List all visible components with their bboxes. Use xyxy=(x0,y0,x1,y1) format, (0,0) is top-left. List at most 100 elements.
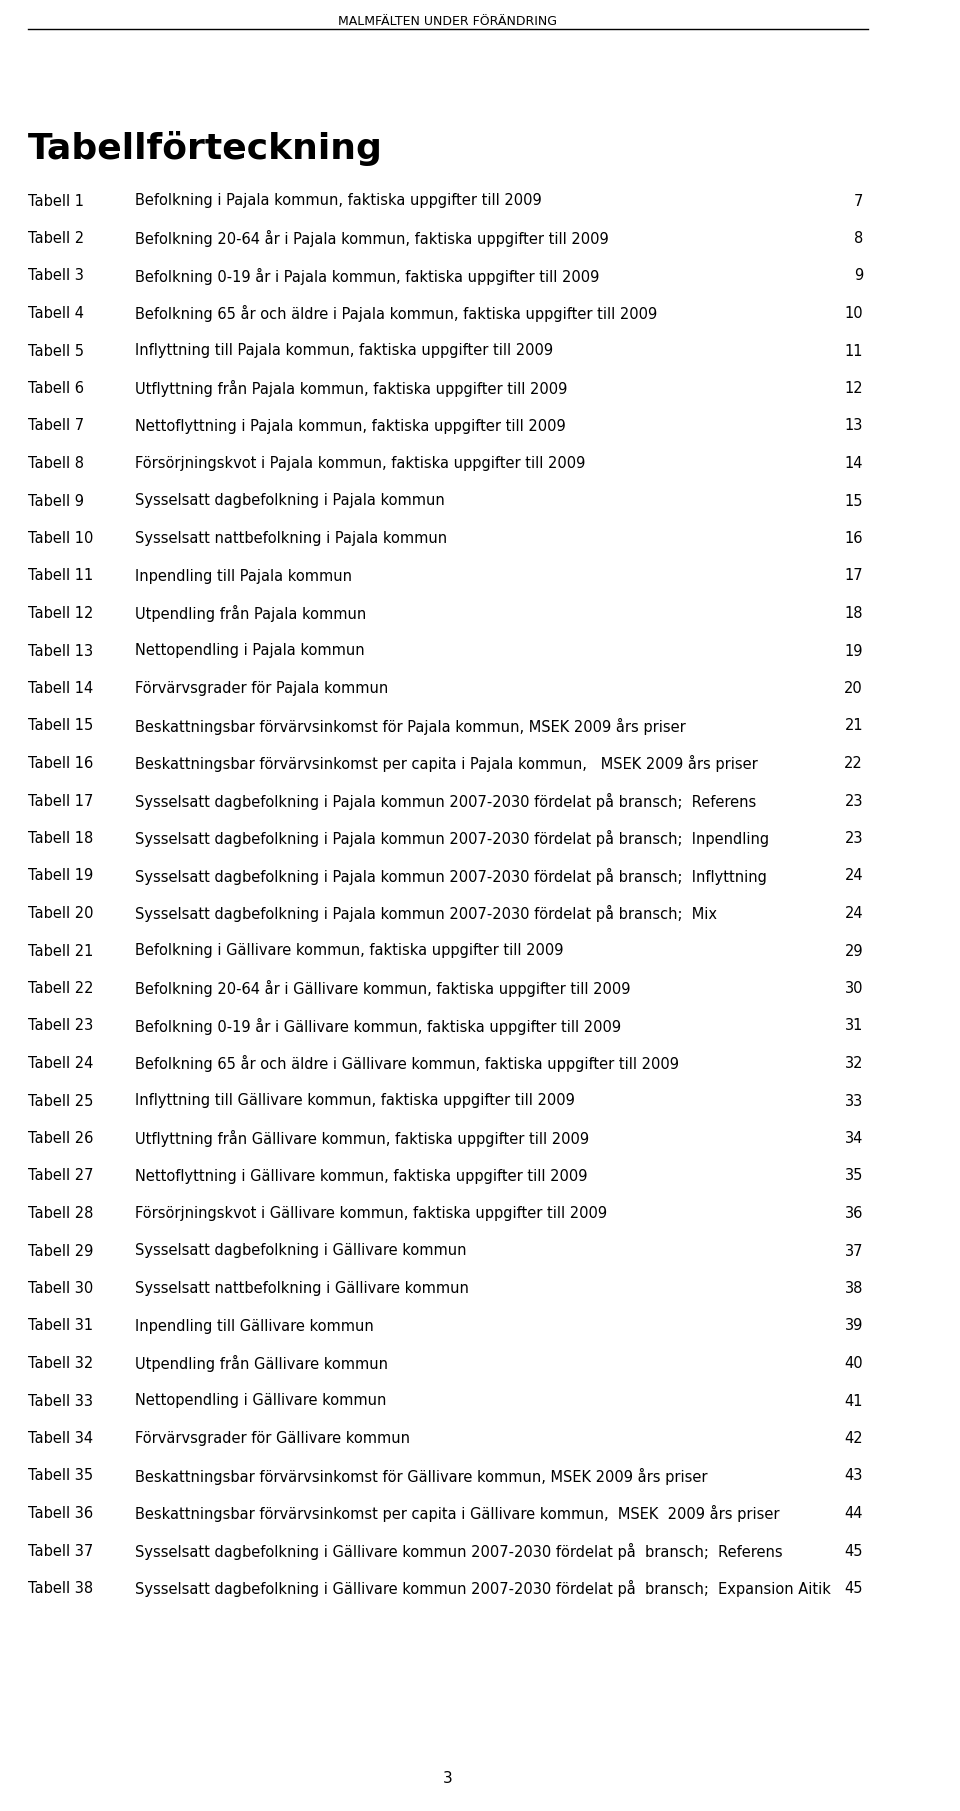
Text: Tabell 15: Tabell 15 xyxy=(28,719,93,733)
Text: Tabell 19: Tabell 19 xyxy=(28,869,93,884)
Text: Befolkning 0-19 år i Pajala kommun, faktiska uppgifter till 2009: Befolkning 0-19 år i Pajala kommun, fakt… xyxy=(135,268,600,284)
Text: Nettoflyttning i Pajala kommun, faktiska uppgifter till 2009: Nettoflyttning i Pajala kommun, faktiska… xyxy=(135,418,566,433)
Text: Beskattningsbar förvärvsinkomst för Gällivare kommun, MSEK 2009 års priser: Beskattningsbar förvärvsinkomst för Gäll… xyxy=(135,1467,708,1485)
Text: 38: 38 xyxy=(845,1280,863,1297)
Text: 22: 22 xyxy=(845,755,863,771)
Text: Befolkning 20-64 år i Pajala kommun, faktiska uppgifter till 2009: Befolkning 20-64 år i Pajala kommun, fak… xyxy=(135,230,609,246)
Text: 37: 37 xyxy=(845,1244,863,1259)
Text: Inpendling till Gällivare kommun: Inpendling till Gällivare kommun xyxy=(135,1318,374,1333)
Text: MALMFÄLTEN UNDER FÖRÄNDRING: MALMFÄLTEN UNDER FÖRÄNDRING xyxy=(338,14,558,27)
Text: 11: 11 xyxy=(845,344,863,359)
Text: 21: 21 xyxy=(845,719,863,733)
Text: Tabell 14: Tabell 14 xyxy=(28,681,93,695)
Text: Beskattningsbar förvärvsinkomst per capita i Gällivare kommun,  MSEK  2009 års p: Beskattningsbar förvärvsinkomst per capi… xyxy=(135,1505,780,1521)
Text: 36: 36 xyxy=(845,1206,863,1221)
Text: Tabell 20: Tabell 20 xyxy=(28,906,93,922)
Text: Utflyttning från Gällivare kommun, faktiska uppgifter till 2009: Utflyttning från Gällivare kommun, fakti… xyxy=(135,1130,589,1146)
Text: Tabell 13: Tabell 13 xyxy=(28,643,93,659)
Text: Sysselsatt dagbefolkning i Gällivare kommun 2007-2030 fördelat på  bransch;  Exp: Sysselsatt dagbefolkning i Gällivare kom… xyxy=(135,1579,831,1597)
Text: Tabell 38: Tabell 38 xyxy=(28,1581,93,1595)
Text: 15: 15 xyxy=(845,494,863,509)
Text: 19: 19 xyxy=(845,643,863,659)
Text: Sysselsatt dagbefolkning i Pajala kommun 2007-2030 fördelat på bransch;  Mix: Sysselsatt dagbefolkning i Pajala kommun… xyxy=(135,906,717,922)
Text: Befolkning 65 år och äldre i Gällivare kommun, faktiska uppgifter till 2009: Befolkning 65 år och äldre i Gällivare k… xyxy=(135,1056,680,1072)
Text: Nettopendling i Pajala kommun: Nettopendling i Pajala kommun xyxy=(135,643,365,659)
Text: Tabellförteckning: Tabellförteckning xyxy=(28,130,383,167)
Text: Befolkning i Pajala kommun, faktiska uppgifter till 2009: Befolkning i Pajala kommun, faktiska upp… xyxy=(135,194,542,208)
Text: Tabell 25: Tabell 25 xyxy=(28,1094,93,1108)
Text: Inflyttning till Pajala kommun, faktiska uppgifter till 2009: Inflyttning till Pajala kommun, faktiska… xyxy=(135,344,553,359)
Text: Försörjningskvot i Pajala kommun, faktiska uppgifter till 2009: Försörjningskvot i Pajala kommun, faktis… xyxy=(135,456,586,471)
Text: Tabell 9: Tabell 9 xyxy=(28,494,84,509)
Text: Tabell 17: Tabell 17 xyxy=(28,793,93,808)
Text: Tabell 32: Tabell 32 xyxy=(28,1356,93,1371)
Text: 20: 20 xyxy=(845,681,863,695)
Text: Sysselsatt dagbefolkning i Pajala kommun: Sysselsatt dagbefolkning i Pajala kommun xyxy=(135,494,445,509)
Text: Sysselsatt dagbefolkning i Gällivare kommun 2007-2030 fördelat på  bransch;  Ref: Sysselsatt dagbefolkning i Gällivare kom… xyxy=(135,1543,783,1559)
Text: Tabell 22: Tabell 22 xyxy=(28,982,93,996)
Text: Tabell 2: Tabell 2 xyxy=(28,232,84,246)
Text: 40: 40 xyxy=(845,1356,863,1371)
Text: Nettopendling i Gällivare kommun: Nettopendling i Gällivare kommun xyxy=(135,1393,387,1409)
Text: 9: 9 xyxy=(853,268,863,284)
Text: Tabell 7: Tabell 7 xyxy=(28,418,84,433)
Text: Tabell 36: Tabell 36 xyxy=(28,1507,93,1521)
Text: Tabell 33: Tabell 33 xyxy=(28,1393,93,1409)
Text: 29: 29 xyxy=(845,944,863,958)
Text: Förvärvsgrader för Gällivare kommun: Förvärvsgrader för Gällivare kommun xyxy=(135,1431,410,1445)
Text: Tabell 29: Tabell 29 xyxy=(28,1244,93,1259)
Text: 31: 31 xyxy=(845,1018,863,1034)
Text: 44: 44 xyxy=(845,1507,863,1521)
Text: Sysselsatt dagbefolkning i Pajala kommun 2007-2030 fördelat på bransch;  Inflytt: Sysselsatt dagbefolkning i Pajala kommun… xyxy=(135,867,767,884)
Text: Utpendling från Gällivare kommun: Utpendling från Gällivare kommun xyxy=(135,1355,388,1373)
Text: Sysselsatt dagbefolkning i Pajala kommun 2007-2030 fördelat på bransch;  Inpendl: Sysselsatt dagbefolkning i Pajala kommun… xyxy=(135,829,769,848)
Text: Utflyttning från Pajala kommun, faktiska uppgifter till 2009: Utflyttning från Pajala kommun, faktiska… xyxy=(135,380,567,397)
Text: Sysselsatt dagbefolkning i Gällivare kommun: Sysselsatt dagbefolkning i Gällivare kom… xyxy=(135,1244,467,1259)
Text: Befolkning i Gällivare kommun, faktiska uppgifter till 2009: Befolkning i Gällivare kommun, faktiska … xyxy=(135,944,564,958)
Text: Tabell 16: Tabell 16 xyxy=(28,755,93,771)
Text: 43: 43 xyxy=(845,1469,863,1483)
Text: Sysselsatt dagbefolkning i Pajala kommun 2007-2030 fördelat på bransch;  Referen: Sysselsatt dagbefolkning i Pajala kommun… xyxy=(135,793,756,810)
Text: Tabell 35: Tabell 35 xyxy=(28,1469,93,1483)
Text: Nettoflyttning i Gällivare kommun, faktiska uppgifter till 2009: Nettoflyttning i Gällivare kommun, fakti… xyxy=(135,1168,588,1184)
Text: Befolkning 0-19 år i Gällivare kommun, faktiska uppgifter till 2009: Befolkning 0-19 år i Gällivare kommun, f… xyxy=(135,1018,621,1034)
Text: Beskattningsbar förvärvsinkomst per capita i Pajala kommun,   MSEK 2009 års pris: Beskattningsbar förvärvsinkomst per capi… xyxy=(135,755,758,771)
Text: 18: 18 xyxy=(845,607,863,621)
Text: 34: 34 xyxy=(845,1132,863,1146)
Text: 23: 23 xyxy=(845,831,863,846)
Text: 45: 45 xyxy=(845,1543,863,1559)
Text: Befolkning 20-64 år i Gällivare kommun, faktiska uppgifter till 2009: Befolkning 20-64 år i Gällivare kommun, … xyxy=(135,980,631,998)
Text: 16: 16 xyxy=(845,531,863,545)
Text: 14: 14 xyxy=(845,456,863,471)
Text: Tabell 21: Tabell 21 xyxy=(28,944,93,958)
Text: 13: 13 xyxy=(845,418,863,433)
Text: 42: 42 xyxy=(845,1431,863,1445)
Text: 10: 10 xyxy=(845,306,863,321)
Text: Tabell 27: Tabell 27 xyxy=(28,1168,93,1184)
Text: Tabell 28: Tabell 28 xyxy=(28,1206,93,1221)
Text: Tabell 5: Tabell 5 xyxy=(28,344,84,359)
Text: 3: 3 xyxy=(443,1771,453,1786)
Text: Tabell 30: Tabell 30 xyxy=(28,1280,93,1297)
Text: Befolkning 65 år och äldre i Pajala kommun, faktiska uppgifter till 2009: Befolkning 65 år och äldre i Pajala komm… xyxy=(135,304,658,322)
Text: 23: 23 xyxy=(845,793,863,808)
Text: 17: 17 xyxy=(845,569,863,583)
Text: Tabell 6: Tabell 6 xyxy=(28,380,84,397)
Text: Inflyttning till Gällivare kommun, faktiska uppgifter till 2009: Inflyttning till Gällivare kommun, fakti… xyxy=(135,1094,575,1108)
Text: Tabell 31: Tabell 31 xyxy=(28,1318,93,1333)
Text: Tabell 10: Tabell 10 xyxy=(28,531,93,545)
Text: Utpendling från Pajala kommun: Utpendling från Pajala kommun xyxy=(135,605,367,621)
Text: Tabell 24: Tabell 24 xyxy=(28,1056,93,1070)
Text: 30: 30 xyxy=(845,982,863,996)
Text: 24: 24 xyxy=(845,906,863,922)
Text: Beskattningsbar förvärvsinkomst för Pajala kommun, MSEK 2009 års priser: Beskattningsbar förvärvsinkomst för Paja… xyxy=(135,717,686,735)
Text: Förvärvsgrader för Pajala kommun: Förvärvsgrader för Pajala kommun xyxy=(135,681,389,695)
Text: Försörjningskvot i Gällivare kommun, faktiska uppgifter till 2009: Försörjningskvot i Gällivare kommun, fak… xyxy=(135,1206,608,1221)
Text: Sysselsatt nattbefolkning i Gällivare kommun: Sysselsatt nattbefolkning i Gällivare ko… xyxy=(135,1280,469,1297)
Text: Tabell 1: Tabell 1 xyxy=(28,194,84,208)
Text: 32: 32 xyxy=(845,1056,863,1070)
Text: Tabell 34: Tabell 34 xyxy=(28,1431,93,1445)
Text: Tabell 23: Tabell 23 xyxy=(28,1018,93,1034)
Text: Sysselsatt nattbefolkning i Pajala kommun: Sysselsatt nattbefolkning i Pajala kommu… xyxy=(135,531,447,545)
Text: 7: 7 xyxy=(853,194,863,208)
